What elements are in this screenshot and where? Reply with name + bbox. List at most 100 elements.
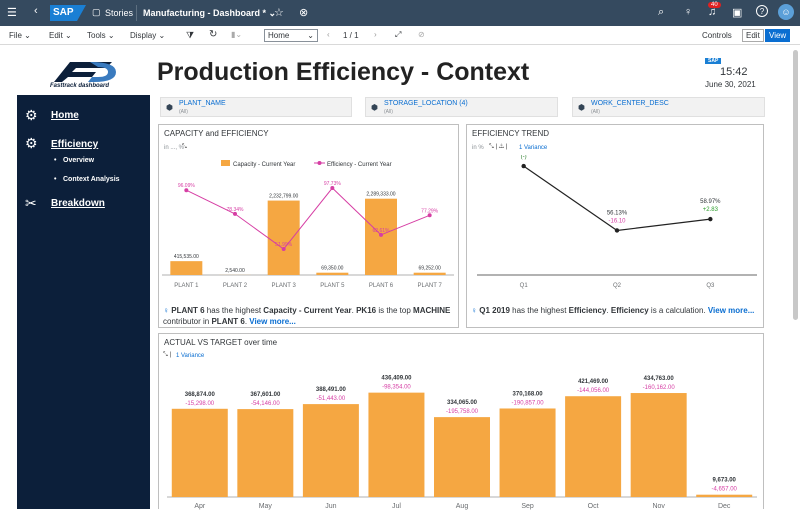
insight-text: contributor in <box>163 317 211 326</box>
filter-label: STORAGE_LOCATION (4) <box>384 100 468 107</box>
filter-value: (All) <box>179 109 188 115</box>
x-tick-label: PLANT 1 <box>174 283 199 289</box>
line-data-label: 97.73% <box>324 181 342 187</box>
view-mode-button[interactable]: View <box>765 29 790 42</box>
bar-data-label: 367,601.00 <box>250 392 281 398</box>
controls-button[interactable]: Controls <box>702 31 732 40</box>
filter-label: PLANT_NAME <box>179 100 226 107</box>
bar-data-label: 421,469.00 <box>578 379 609 385</box>
file-menu-label: File <box>9 31 22 40</box>
legend-swatch <box>318 161 322 165</box>
page-select[interactable]: Home⌄ <box>264 29 318 42</box>
search-icon[interactable]: ⌕ <box>658 6 664 19</box>
file-menu[interactable]: File ⌄ <box>9 31 31 40</box>
refresh-icon[interactable]: ↻ <box>209 29 217 40</box>
panel-subtitle: in ..., % <box>164 145 184 151</box>
variance-label: -16.10 <box>608 218 626 224</box>
stories-home-icon[interactable]: ▢ <box>92 7 101 18</box>
hierarchy-icon[interactable]: ⤡ | <box>163 352 171 359</box>
variance-label: -15,298.00 <box>185 401 214 407</box>
x-tick-label: PLANT 7 <box>418 283 443 289</box>
divider <box>136 5 137 21</box>
actual-vs-target-chart: 368,874.00-15,298.00Apr367,601.00-54,146… <box>159 362 763 510</box>
panel-title: CAPACITY and EFFICIENCY <box>164 129 269 138</box>
variance-link[interactable]: 1 Variance <box>176 353 204 359</box>
bar <box>696 495 752 497</box>
view-more-link[interactable]: View more... <box>249 317 296 326</box>
view-more-link[interactable]: View more... <box>708 306 755 315</box>
bar-data-label: 436,409.00 <box>381 376 412 382</box>
insight-text: Efficiency <box>569 306 607 315</box>
prev-page-icon[interactable]: ‹ <box>327 30 330 39</box>
edit-menu[interactable]: Edit ⌄ <box>49 31 72 40</box>
nav-efficiency-link[interactable]: Efficiency <box>51 139 98 150</box>
menu-icon[interactable]: ☰ <box>7 6 17 19</box>
story-toolbar: File ⌄ Edit ⌄ Tools ⌄ Display ⌄ ⧩ ↻ ▮⌄ H… <box>0 26 800 45</box>
favorite-star-icon[interactable]: ☆ <box>274 6 284 19</box>
line-data-label: 78.34% <box>227 207 245 213</box>
capacity-insight: ♀ PLANT 6 has the highest Capacity - Cur… <box>163 305 457 327</box>
page-indicator: 1 / 1 <box>343 31 359 40</box>
bar <box>303 404 359 497</box>
display-menu[interactable]: Display ⌄ <box>130 31 165 40</box>
bar <box>268 201 300 275</box>
next-page-icon[interactable]: › <box>374 30 377 39</box>
tools-menu[interactable]: Tools ⌄ <box>87 31 115 40</box>
bar <box>172 409 228 497</box>
back-icon[interactable]: ‹ <box>34 5 38 17</box>
capacity-efficiency-panel: CAPACITY and EFFICIENCY in ..., % ⤡ Capa… <box>158 124 459 328</box>
bar <box>368 393 424 497</box>
filter-storage-location[interactable]: ⬢ STORAGE_LOCATION (4) (All) <box>365 97 558 117</box>
x-tick-label: PLANT 5 <box>320 283 345 289</box>
check-circle-icon[interactable]: ⊘ <box>418 30 425 39</box>
bar-data-label: 370,168.00 <box>513 391 544 397</box>
page-title: Production Efficiency - Context <box>157 58 529 87</box>
help-icon[interactable]: ? <box>756 5 768 17</box>
bar-data-label: 9,673.00 <box>713 478 737 484</box>
story-title[interactable]: Manufacturing - Dashboard * ⌄ <box>143 8 276 19</box>
edit-mode-button[interactable]: Edit <box>742 29 764 42</box>
trend-insight: ♀ Q1 2019 has the highest Efficiency. Ef… <box>471 305 761 316</box>
line-data-label: 62.61% <box>373 228 391 234</box>
x-tick-label: Q1 <box>520 283 529 289</box>
variance-label: -98,354.00 <box>382 385 411 391</box>
insight-text: MACHINE <box>413 306 450 315</box>
sidebar-nav: ⚙ Home ⚙ Efficiency • Overview • Context… <box>17 95 150 509</box>
shell-bar: ☰ ‹ SAP ▢ Stories Manufacturing - Dashbo… <box>0 0 800 26</box>
feedback-icon[interactable]: ▣ <box>732 6 742 19</box>
point-data-label: 58.97% <box>700 199 721 205</box>
stories-link[interactable]: Stories <box>105 8 133 18</box>
filter-work-center[interactable]: ⬢ WORK_CENTER_DESC (All) <box>572 97 765 117</box>
bullet: • <box>54 176 56 183</box>
filter-cube-icon: ⬢ <box>166 103 173 112</box>
variance-label: -54,146.00 <box>251 401 280 407</box>
bar <box>414 273 446 275</box>
nav-context-link[interactable]: Context Analysis <box>63 176 120 183</box>
nav-home-link[interactable]: Home <box>51 110 79 121</box>
insight-bulb-icon: ♀ <box>471 306 477 315</box>
nav-breakdown-link[interactable]: Breakdown <box>51 198 105 209</box>
sap-logo[interactable]: SAP <box>50 5 86 21</box>
filter-plant-name[interactable]: ⬢ PLANT_NAME (All) <box>160 97 352 117</box>
x-tick-label: PLANT 2 <box>223 283 248 289</box>
sap-badge: SAP <box>705 58 721 64</box>
page-scrollbar[interactable] <box>793 50 798 320</box>
user-avatar-icon[interactable]: ☺ <box>778 4 794 20</box>
hierarchy-icon[interactable]: ⤡ | ⚠ | <box>489 144 507 151</box>
trend-point <box>708 217 712 221</box>
fullscreen-icon[interactable]: ⤢ <box>395 30 401 40</box>
bar-data-label: 2,232,799.00 <box>269 194 298 200</box>
header-logo: Fasttrack dashboard <box>50 54 122 91</box>
bar <box>237 409 293 497</box>
bar-data-label: 388,491.00 <box>316 387 347 393</box>
insight-bulb-icon: ♀ <box>163 306 169 315</box>
hierarchy-icon[interactable]: ⤡ <box>182 144 187 151</box>
nav-overview-link[interactable]: Overview <box>63 157 94 164</box>
variance-link[interactable]: 1 Variance <box>519 145 547 151</box>
close-circle-icon[interactable]: ⊗ <box>299 6 308 19</box>
filter-value: (All) <box>591 109 600 115</box>
lightbulb-icon[interactable]: ♀ <box>684 6 692 18</box>
bookmark-icon[interactable]: ▮⌄ <box>231 30 242 39</box>
filter-funnel-icon[interactable]: ⧩ <box>186 30 194 41</box>
